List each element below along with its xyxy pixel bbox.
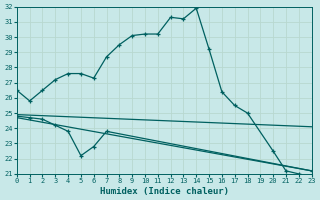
X-axis label: Humidex (Indice chaleur): Humidex (Indice chaleur): [100, 187, 229, 196]
